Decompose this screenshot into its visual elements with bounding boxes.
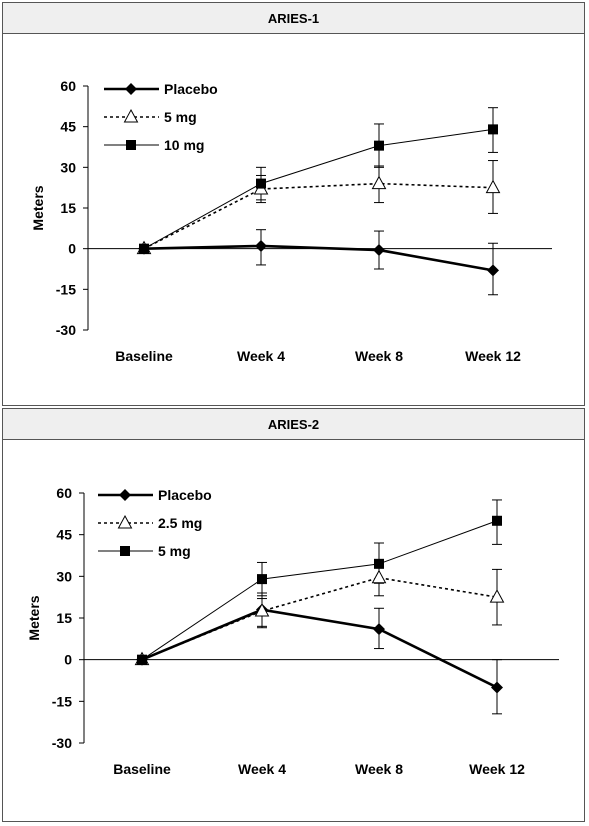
data-point (255, 239, 267, 252)
y-tick-label: 0 (64, 652, 72, 668)
data-point (371, 175, 387, 190)
chart-title: ARIES-2 (3, 409, 584, 440)
data-point (489, 589, 505, 603)
y-tick-label: 15 (56, 610, 72, 626)
data-point (139, 243, 149, 254)
aries-1-panel: ARIES-1 60 45 30 15 0 -15 -30 Meters Baseline Wee… (2, 2, 585, 406)
legend-marker (119, 489, 131, 501)
x-tick-label: Week 12 (469, 761, 525, 777)
y-tick-label: 30 (56, 568, 72, 584)
y-tick-label: -15 (52, 693, 72, 709)
x-tick-label: Baseline (113, 761, 171, 777)
legend-marker (126, 140, 136, 150)
y-axis-label: Meters (30, 185, 46, 230)
y-tick-label: 15 (60, 200, 76, 216)
x-tick-label: Baseline (115, 348, 173, 364)
x-tick-label: Week 4 (238, 761, 286, 777)
legend-label: 5 mg (158, 543, 191, 559)
legend-marker (120, 546, 130, 556)
aries-2-panel: ARIES-2 60 45 30 15 0 -15 -30 Meters Baseline Wee… (2, 408, 585, 822)
legend-label: Placebo (164, 81, 218, 97)
aries-1-chart: 60 45 30 15 0 -15 -30 Meters Baseline Week 4 Week … (30, 78, 552, 364)
data-point (492, 515, 502, 526)
data-point (373, 623, 385, 636)
legend-marker (125, 83, 137, 95)
data-point (254, 603, 270, 617)
y-tick-label: 30 (60, 159, 76, 175)
data-point (256, 178, 266, 189)
data-point (137, 654, 147, 665)
chart-title: ARIES-1 (3, 3, 584, 34)
y-tick-label: -15 (56, 281, 76, 297)
legend-label: Placebo (158, 487, 212, 503)
series-line (143, 244, 494, 272)
data-point (485, 179, 501, 194)
y-tick-label: -30 (56, 322, 76, 338)
aries-2-chart: 60 45 30 15 0 -15 -30 Meters Baseline Week 4 Week … (26, 485, 559, 777)
x-tick-label: Week 8 (355, 761, 403, 777)
x-tick-label: Week 8 (355, 348, 403, 364)
series-line (143, 182, 494, 250)
data-point (374, 558, 384, 569)
data-point (373, 244, 385, 257)
x-tick-label: Week 4 (237, 348, 285, 364)
legend-label: 10 mg (164, 137, 204, 153)
series-line (141, 520, 498, 661)
y-tick-label: 60 (60, 78, 76, 94)
data-point (488, 124, 498, 135)
series-line (143, 128, 494, 250)
legend-marker (117, 514, 133, 529)
data-point (371, 569, 387, 584)
legend-marker (123, 108, 139, 123)
data-point (487, 264, 499, 277)
x-tick-label: Week 12 (465, 348, 521, 364)
series-line (141, 608, 498, 689)
y-tick-label: 45 (56, 527, 72, 543)
y-tick-label: 45 (60, 119, 76, 135)
y-tick-label: -30 (52, 735, 72, 751)
legend-label: 2.5 mg (158, 515, 202, 531)
data-point (491, 681, 503, 694)
y-tick-label: 60 (56, 485, 72, 501)
data-point (374, 140, 384, 151)
y-axis-label: Meters (26, 595, 42, 640)
y-tick-label: 0 (68, 241, 76, 257)
legend-label: 5 mg (164, 109, 197, 125)
data-point (257, 574, 267, 585)
